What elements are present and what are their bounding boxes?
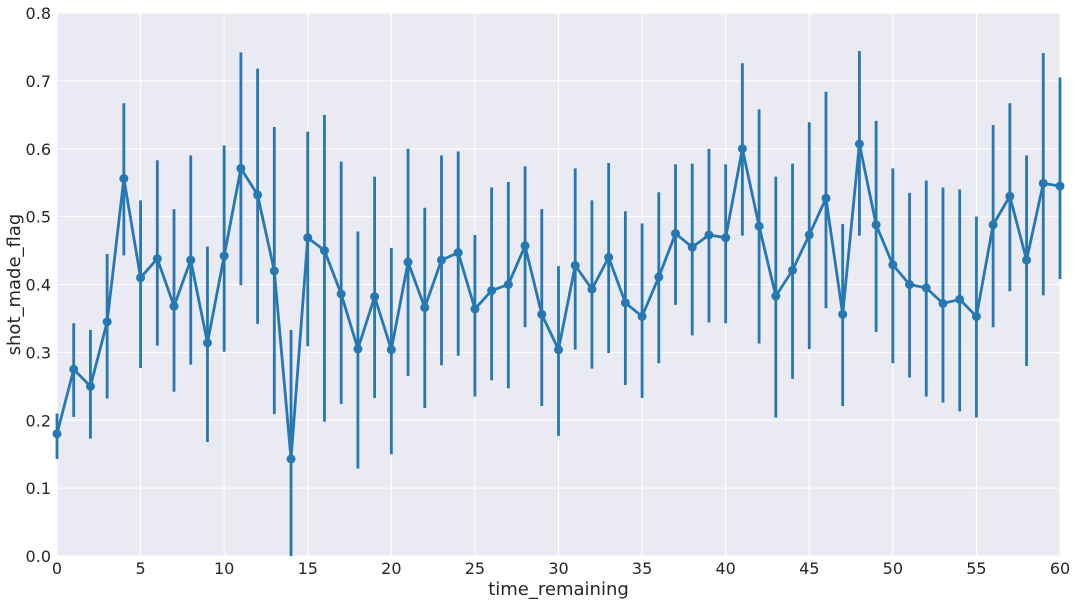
x-tick-label: 20 — [381, 559, 401, 578]
data-point — [336, 289, 346, 299]
data-point — [69, 364, 79, 374]
y-axis-label: shot_made_flag — [4, 214, 25, 356]
data-point — [1022, 255, 1032, 265]
x-tick-label: 35 — [632, 559, 652, 578]
data-point — [269, 266, 279, 276]
y-tick-label: 0.4 — [26, 276, 51, 295]
data-point — [386, 345, 396, 355]
x-tick-label: 40 — [715, 559, 735, 578]
x-tick-label: 15 — [298, 559, 318, 578]
x-axis-label: time_remaining — [488, 579, 629, 600]
x-tick-label: 10 — [214, 559, 234, 578]
data-point — [1005, 191, 1015, 201]
data-point — [1055, 181, 1065, 191]
y-tick-label: 0.2 — [26, 411, 51, 430]
data-point — [370, 292, 380, 302]
data-point — [537, 309, 547, 319]
data-point — [654, 272, 664, 282]
data-point — [771, 291, 781, 301]
data-point — [303, 233, 313, 243]
data-point — [587, 284, 597, 294]
y-tick-label: 0.6 — [26, 140, 51, 159]
data-point — [704, 230, 714, 240]
x-tick-label: 0 — [52, 559, 62, 578]
x-tick-label: 25 — [465, 559, 485, 578]
data-point — [436, 255, 446, 265]
y-tick-label: 0.3 — [26, 343, 51, 362]
data-point — [202, 338, 212, 348]
data-point — [905, 280, 915, 289]
data-point — [119, 174, 129, 184]
data-point — [938, 299, 948, 309]
data-point — [637, 311, 647, 321]
y-tick-label: 0.1 — [26, 479, 51, 498]
data-point — [754, 221, 764, 231]
data-point — [854, 139, 864, 149]
data-point — [102, 317, 112, 327]
data-point — [453, 248, 463, 258]
data-point — [487, 286, 497, 296]
data-point — [620, 298, 630, 308]
data-point — [788, 265, 798, 275]
data-point — [520, 241, 530, 251]
data-point — [604, 252, 614, 262]
data-point — [888, 260, 898, 270]
data-point — [186, 255, 196, 265]
data-point — [470, 304, 480, 314]
data-point — [955, 294, 965, 304]
data-point — [988, 220, 998, 230]
data-points — [52, 139, 1065, 464]
data-point — [570, 260, 580, 270]
data-point — [554, 345, 563, 355]
data-point — [871, 220, 881, 230]
data-point — [821, 193, 831, 203]
data-point — [353, 344, 363, 354]
data-point — [169, 301, 179, 311]
data-point — [136, 273, 146, 283]
data-point — [687, 242, 697, 252]
x-axis-ticks: 0 5 10 15 20 25 30 35 40 45 50 55 60 — [52, 559, 1070, 578]
data-point — [838, 309, 848, 319]
x-tick-label: 60 — [1050, 559, 1070, 578]
data-point — [671, 229, 681, 239]
x-tick-label: 50 — [883, 559, 903, 578]
data-point — [804, 230, 814, 240]
data-point — [319, 246, 329, 256]
data-point — [403, 257, 413, 267]
data-point — [420, 303, 430, 313]
data-point — [737, 144, 747, 154]
y-tick-label: 0.5 — [26, 208, 51, 227]
x-tick-label: 45 — [799, 559, 819, 578]
data-point — [503, 280, 513, 289]
data-point — [236, 163, 246, 173]
y-tick-label: 0.0 — [26, 547, 51, 566]
x-tick-label: 55 — [966, 559, 986, 578]
data-point — [85, 381, 95, 391]
data-point — [219, 251, 229, 261]
data-point — [253, 190, 263, 200]
data-point — [286, 454, 296, 464]
y-tick-label: 0.7 — [26, 72, 51, 91]
data-point — [971, 311, 981, 321]
y-axis-ticks: 0.0 0.1 0.2 0.3 0.4 0.5 0.6 0.7 0.8 — [26, 4, 51, 566]
data-point — [52, 429, 62, 439]
x-tick-label: 30 — [548, 559, 568, 578]
data-point — [921, 283, 931, 293]
data-point — [721, 233, 731, 243]
data-point — [1038, 178, 1048, 188]
x-tick-label: 5 — [135, 559, 145, 578]
y-tick-label: 0.8 — [26, 4, 51, 23]
data-point — [152, 254, 162, 264]
